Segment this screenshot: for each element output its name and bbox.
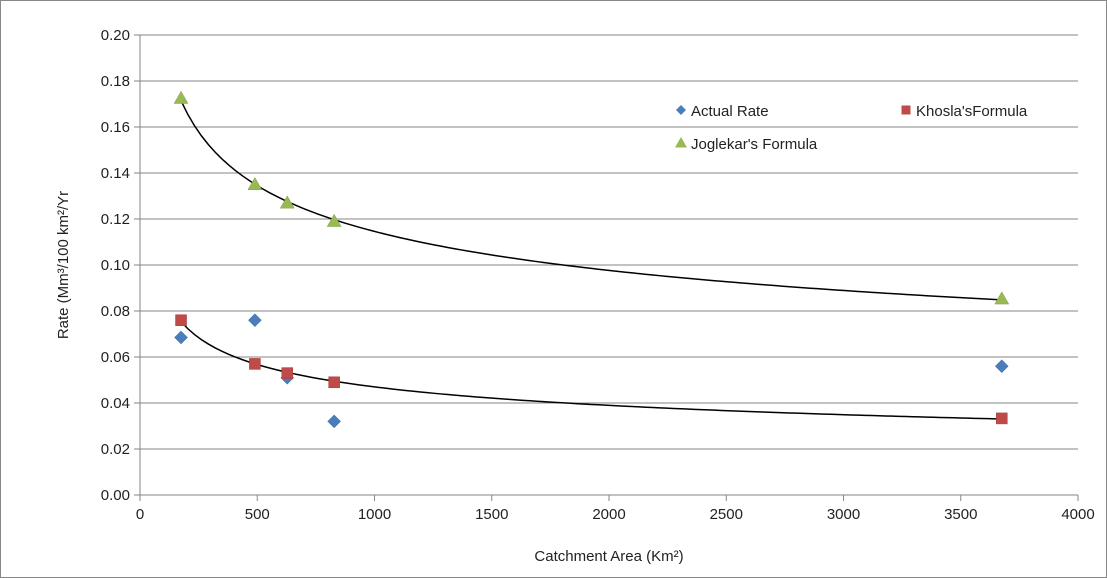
y-tick-label: 0.08 <box>101 303 130 320</box>
y-tick-label: 0.00 <box>101 487 130 504</box>
data-point-diamond <box>994 359 1009 374</box>
data-point-triangle <box>279 195 295 209</box>
data-point-diamond <box>174 330 188 345</box>
data-points <box>173 90 1010 429</box>
axes: 0.00 0.02 0.04 0.06 0.08 0.10 0.12 0.14 0.16 0.18… <box>101 27 1095 523</box>
legend-entry: Joglekar's Formula <box>675 136 818 153</box>
trendline <box>180 100 1002 301</box>
data-point-square <box>328 376 340 389</box>
data-point-triangle <box>173 90 189 104</box>
trendlines <box>180 100 1002 420</box>
data-point-triangle <box>247 176 263 190</box>
data-point-square <box>996 412 1008 425</box>
data-point-square <box>175 314 187 326</box>
x-tick-label: 3000 <box>827 506 860 523</box>
y-tick-label: 0.18 <box>101 73 130 90</box>
legend-entry: Actual Rate <box>676 103 769 120</box>
gridlines <box>140 34 1078 450</box>
y-axis-title: Rate (Mm³/100 km²/Yr <box>55 191 72 339</box>
y-tick-label: 0.06 <box>101 349 130 366</box>
x-tick-label: 500 <box>245 506 270 523</box>
y-tick-label: 0.10 <box>101 257 130 274</box>
y-tick-label: 0.14 <box>101 165 130 182</box>
y-tick-label: 0.20 <box>101 27 130 44</box>
trendline <box>180 321 1002 420</box>
legend-marker <box>675 137 687 148</box>
legend-label: Joglekar's Formula <box>691 136 818 153</box>
x-tick-label: 0 <box>136 506 144 523</box>
x-tick-label: 4000 <box>1061 506 1094 523</box>
legend-label: Khosla'sFormula <box>916 103 1028 120</box>
x-tick-label: 2500 <box>710 506 743 523</box>
legend-marker <box>676 105 686 115</box>
x-tick-label: 3500 <box>944 506 977 523</box>
legend-entry: Khosla'sFormula <box>901 103 1028 120</box>
y-tick-label: 0.04 <box>101 395 130 412</box>
data-point-triangle <box>326 213 342 227</box>
data-point-diamond <box>327 414 342 429</box>
y-tick-label: 0.16 <box>101 119 130 136</box>
legend-label: Actual Rate <box>691 103 769 120</box>
y-tick-label: 0.02 <box>101 441 130 458</box>
data-point-diamond <box>248 313 262 328</box>
x-tick-label: 2000 <box>592 506 625 523</box>
data-point-square <box>249 358 261 370</box>
legend: Actual Rate Khosla'sFormula Joglekar's For… <box>675 103 1028 153</box>
x-axis-title: Catchment Area (Km²) <box>534 548 683 565</box>
data-point-square <box>281 367 294 379</box>
legend-marker <box>901 105 911 115</box>
x-tick-label: 1000 <box>358 506 391 523</box>
data-point-triangle <box>994 291 1010 305</box>
y-tick-label: 0.12 <box>101 211 130 228</box>
x-tick-label: 1500 <box>475 506 508 523</box>
